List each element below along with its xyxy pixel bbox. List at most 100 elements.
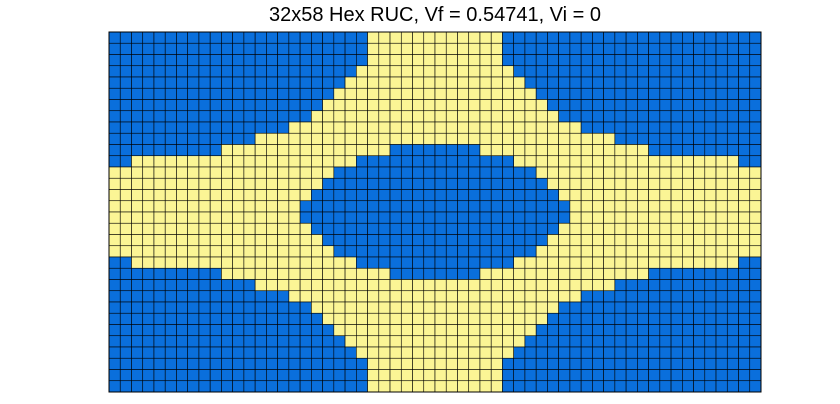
fiber-cell [524, 166, 537, 179]
fiber-cell [389, 222, 402, 235]
matrix-cell [670, 222, 683, 235]
fiber-cell [614, 121, 627, 134]
fiber-cell [400, 267, 413, 280]
fiber-cell [153, 144, 166, 157]
fiber-cell [682, 290, 694, 303]
fiber-cell [423, 256, 436, 269]
fiber-cell [670, 110, 683, 123]
matrix-cell [614, 144, 627, 157]
fiber-cell [266, 110, 278, 123]
fiber-cell [558, 110, 571, 123]
matrix-cell [479, 357, 492, 370]
matrix-cell [412, 369, 425, 382]
matrix-cell [749, 222, 762, 235]
matrix-cell [288, 132, 301, 145]
fiber-cell [108, 290, 121, 303]
matrix-cell [322, 155, 335, 168]
fiber-cell [445, 267, 458, 280]
matrix-cell [367, 87, 380, 100]
matrix-cell [513, 301, 526, 314]
fiber-cell [592, 346, 604, 359]
fiber-cell [243, 335, 256, 348]
fiber-cell [715, 144, 728, 157]
matrix-cell [333, 279, 346, 292]
matrix-cell [434, 279, 447, 292]
fiber-cell [209, 301, 222, 314]
fiber-cell [479, 189, 492, 202]
matrix-cell [400, 290, 413, 303]
matrix-cell [423, 346, 436, 359]
fiber-cell [119, 155, 132, 168]
matrix-cell [243, 234, 256, 247]
matrix-cell [468, 76, 481, 89]
matrix-cell [659, 256, 672, 269]
matrix-cell [625, 177, 638, 190]
matrix-cell [322, 121, 335, 134]
matrix-cell [412, 76, 425, 89]
fiber-cell [648, 357, 661, 370]
fiber-cell [479, 200, 492, 213]
fiber-cell [490, 245, 503, 258]
matrix-cell [580, 177, 593, 190]
matrix-cell [108, 177, 121, 190]
matrix-cell [445, 121, 458, 134]
fiber-cell [659, 346, 672, 359]
fiber-cell [637, 132, 649, 145]
fiber-cell [704, 369, 717, 382]
fiber-cell [490, 166, 503, 179]
fiber-cell [153, 87, 166, 100]
fiber-cell [749, 76, 762, 89]
matrix-cell [445, 346, 458, 359]
fiber-cell [547, 211, 559, 224]
fiber-cell [479, 155, 492, 168]
matrix-cell [378, 357, 391, 370]
matrix-cell [108, 189, 121, 202]
fiber-cell [209, 121, 222, 134]
matrix-cell [682, 200, 694, 213]
matrix-cell [434, 121, 447, 134]
fiber-cell [445, 189, 458, 202]
matrix-cell [131, 245, 144, 258]
fiber-cell [356, 256, 368, 269]
fiber-cell [119, 369, 132, 382]
fiber-cell [209, 380, 222, 393]
fiber-cell [648, 42, 661, 55]
fiber-cell [288, 42, 301, 55]
fiber-cell [277, 380, 290, 393]
matrix-cell [333, 132, 346, 145]
fiber-cell [614, 65, 627, 78]
fiber-cell [108, 110, 121, 123]
fiber-cell [637, 290, 649, 303]
fiber-cell [490, 200, 503, 213]
fiber-cell [322, 211, 335, 224]
fiber-cell [198, 346, 211, 359]
matrix-cell [299, 222, 312, 235]
matrix-cell [266, 234, 278, 247]
fiber-cell [176, 76, 188, 89]
matrix-cell [378, 99, 391, 112]
fiber-cell [288, 335, 301, 348]
matrix-cell [625, 234, 638, 247]
matrix-cell [580, 132, 593, 145]
matrix-cell [232, 234, 245, 247]
fiber-cell [558, 324, 571, 337]
matrix-cell [614, 166, 627, 179]
fiber-cell [344, 234, 357, 247]
matrix-cell [221, 211, 233, 224]
matrix-cell [356, 110, 368, 123]
fiber-cell [614, 132, 627, 145]
matrix-cell [400, 357, 413, 370]
matrix-cell [367, 54, 380, 67]
fiber-cell [625, 65, 638, 78]
fiber-cell [311, 65, 323, 78]
matrix-cell [569, 279, 582, 292]
fiber-cell [726, 301, 739, 314]
matrix-cell [333, 324, 346, 337]
fiber-cell [682, 65, 694, 78]
matrix-cell [693, 166, 706, 179]
fiber-cell [400, 200, 413, 213]
fiber-cell [749, 380, 762, 393]
fiber-cell [277, 369, 290, 382]
fiber-cell [131, 380, 144, 393]
matrix-cell [457, 132, 470, 145]
